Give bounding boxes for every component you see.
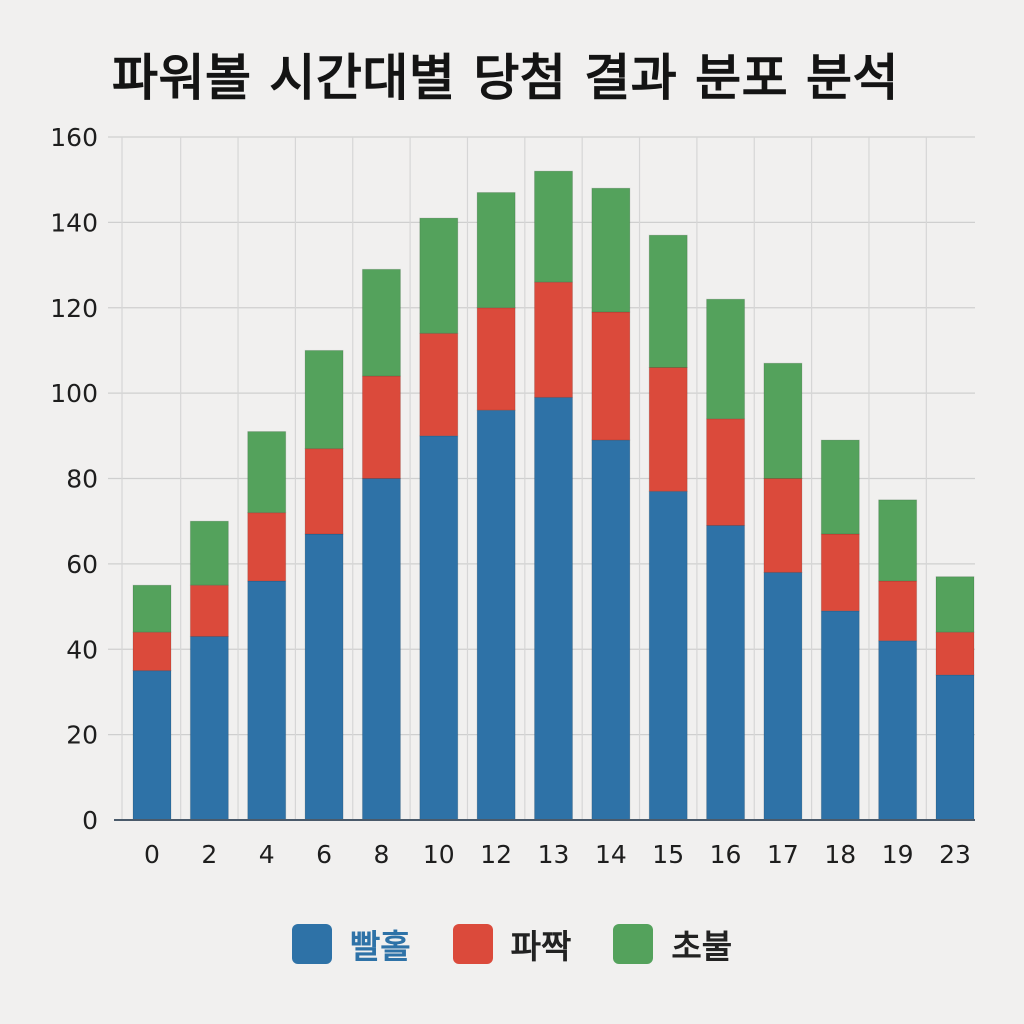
bar-segment-series-2-cat-13	[534, 170, 573, 283]
bar-segment-series-1-cat-19	[878, 580, 918, 642]
bar-segment-series-1-cat-12	[476, 307, 516, 411]
legend-swatch-series-1	[452, 924, 493, 964]
bar-segment-series-0-cat-23	[935, 674, 975, 821]
bar-segment-series-1-cat-13	[534, 281, 573, 398]
bar-segment-series-2-cat-17	[763, 362, 803, 479]
y-tick-label: 60	[66, 550, 98, 579]
bar-segment-series-1-cat-15	[648, 367, 688, 492]
chart-title: 파워볼 시간대별 당첨 결과 분포 분석	[112, 49, 900, 107]
chart-legend: 빨홀 파짝 초불	[0, 920, 1024, 968]
bar-segment-series-0-cat-13	[534, 396, 573, 821]
y-tick-label: 160	[50, 123, 98, 152]
bar-segment-series-2-cat-2	[189, 520, 229, 586]
bar-segment-series-2-cat-14	[591, 187, 631, 313]
bar-segment-series-1-cat-17	[763, 478, 803, 573]
x-tick-label: 18	[824, 840, 856, 869]
bar-segment-series-1-cat-10	[419, 332, 459, 437]
bar-segment-series-0-cat-17	[763, 571, 803, 821]
bar-segment-series-1-cat-0	[132, 631, 172, 672]
x-tick-label: 0	[144, 840, 160, 869]
bar-segment-series-0-cat-18	[820, 610, 860, 821]
y-tick-label: 40	[66, 635, 98, 664]
bar-segment-series-2-cat-16	[706, 298, 746, 420]
bar-segment-series-0-cat-14	[591, 439, 631, 821]
y-tick-label: 120	[50, 294, 98, 323]
bar-segment-series-1-cat-4	[247, 512, 287, 582]
bar-segment-series-0-cat-15	[648, 490, 688, 821]
bar-segment-series-0-cat-16	[706, 524, 746, 821]
bar-segment-series-2-cat-15	[648, 234, 688, 369]
bar-segment-series-2-cat-12	[476, 191, 516, 309]
y-tick-label: 100	[50, 379, 98, 408]
x-tick-label: 19	[882, 840, 914, 869]
bar-segment-series-1-cat-16	[706, 418, 746, 526]
x-tick-label: 10	[423, 840, 455, 869]
legend-label-series-1: 파짝	[510, 927, 572, 966]
x-tick-label: 17	[767, 840, 799, 869]
bar-segment-series-2-cat-8	[361, 268, 401, 377]
x-tick-label: 15	[652, 840, 684, 869]
y-tick-label: 20	[66, 721, 98, 750]
bar-segment-series-0-cat-6	[304, 533, 344, 821]
bar-segment-series-0-cat-2	[189, 635, 229, 821]
bar-segment-series-0-cat-19	[878, 640, 918, 821]
y-tick-label: 0	[82, 806, 98, 835]
x-tick-label: 6	[316, 840, 332, 869]
bar-segment-series-1-cat-23	[935, 631, 975, 676]
bar-segment-series-2-cat-6	[304, 349, 344, 450]
x-tick-label: 4	[259, 840, 275, 869]
axes: 0 20 40 60 80 100 120 140 160 0 2 4 6 8 10 12 13 14 15 16 17…	[50, 123, 975, 869]
bar-segment-series-2-cat-23	[935, 576, 975, 633]
bar-segment-series-2-cat-4	[247, 431, 287, 514]
bar-segment-series-1-cat-2	[189, 584, 229, 637]
bar-segment-series-2-cat-19	[878, 499, 918, 582]
legend-item-series-2: 초불	[613, 920, 732, 968]
x-tick-label: 16	[710, 840, 742, 869]
legend-item-series-0: 빨홀	[291, 920, 411, 968]
x-tick-label: 13	[538, 840, 570, 869]
x-tick-label: 2	[201, 840, 217, 869]
legend-label-series-0: 빨홀	[349, 927, 411, 966]
x-tick-label: 12	[480, 840, 512, 869]
bar-segment-series-1-cat-14	[591, 311, 631, 441]
bar-group	[132, 170, 975, 821]
x-tick-label: 8	[373, 840, 389, 869]
bar-segment-series-1-cat-6	[304, 448, 344, 535]
bar-segment-series-2-cat-0	[132, 584, 172, 633]
bar-segment-series-1-cat-18	[820, 533, 860, 612]
bar-segment-series-1-cat-8	[361, 375, 401, 479]
legend-label-series-2: 초불	[671, 927, 733, 966]
legend-swatch-series-2	[613, 924, 654, 964]
bar-segment-series-0-cat-12	[476, 409, 516, 821]
x-tick-label: 23	[939, 840, 971, 869]
legend-swatch-series-0	[291, 924, 332, 964]
bar-segment-series-0-cat-10	[419, 435, 459, 821]
y-tick-label: 80	[66, 465, 98, 494]
bar-segment-series-2-cat-10	[419, 217, 459, 334]
x-tick-label: 14	[595, 840, 627, 869]
y-tick-label: 140	[50, 208, 98, 237]
bar-segment-series-0-cat-4	[247, 580, 287, 821]
legend-item-series-1: 파짝	[452, 920, 572, 968]
bar-segment-series-0-cat-8	[361, 478, 401, 821]
bar-segment-series-2-cat-18	[820, 439, 860, 535]
bar-segment-series-0-cat-0	[132, 670, 172, 821]
